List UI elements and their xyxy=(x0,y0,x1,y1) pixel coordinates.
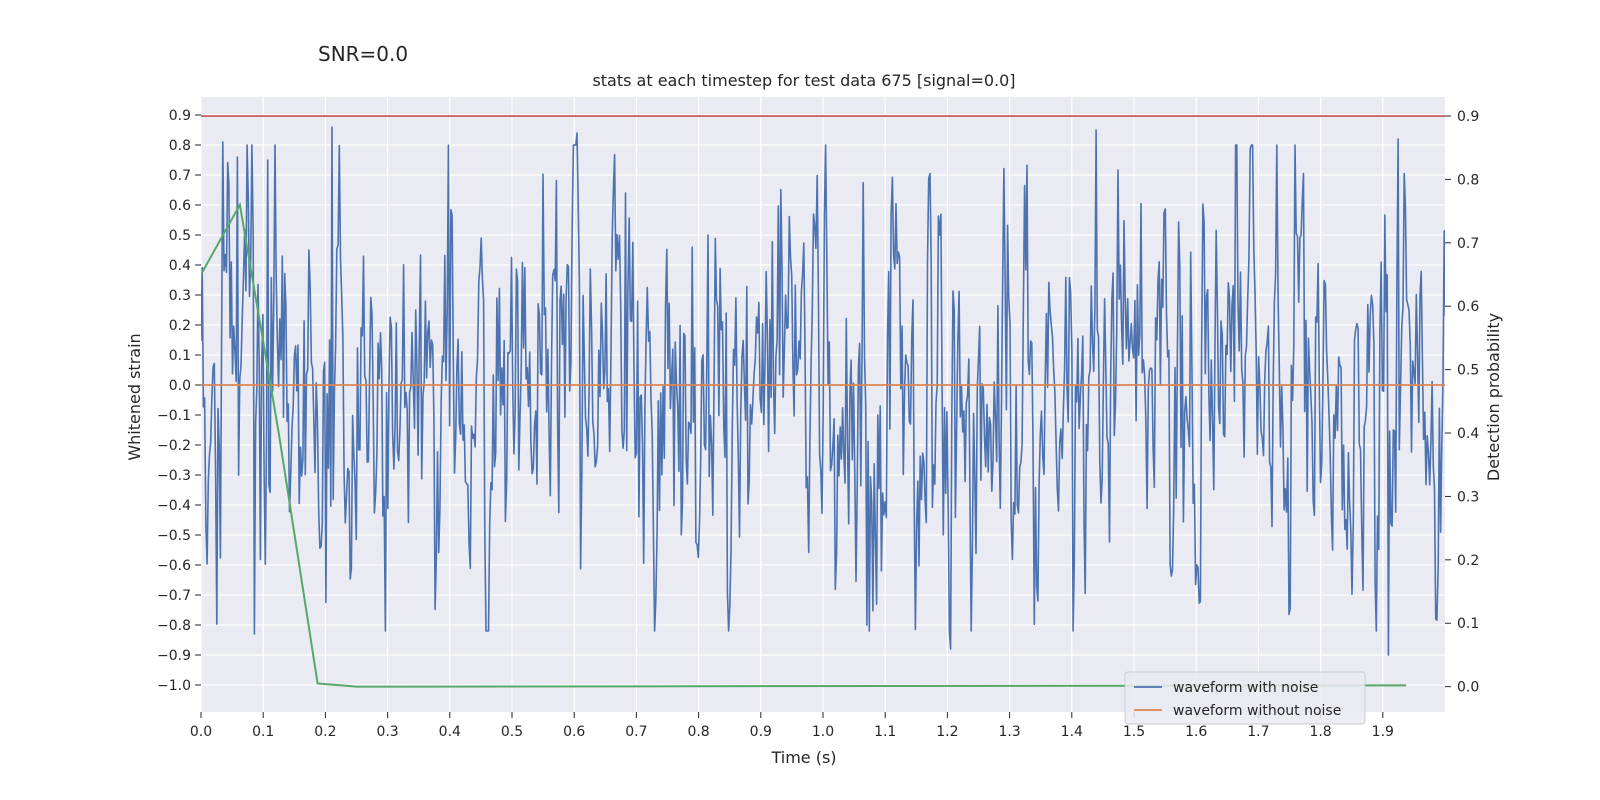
x-tick-label: 0.6 xyxy=(563,724,585,740)
y-tick-label: −0.7 xyxy=(157,588,191,604)
series-waveform-with-noise xyxy=(201,126,1445,656)
legend-entry: waveform without noise xyxy=(1173,703,1341,719)
x-tick-label: 1.3 xyxy=(998,724,1020,740)
y-tick-label: 0.9 xyxy=(169,108,191,124)
y2-tick-label: 0.6 xyxy=(1457,299,1479,315)
y-tick-label: 0.4 xyxy=(169,258,191,274)
x-tick-label: 1.0 xyxy=(812,724,834,740)
x-tick-label: 1.1 xyxy=(874,724,896,740)
x-axis-label: Time (s) xyxy=(770,748,836,767)
y-tick-label: 0.0 xyxy=(169,378,191,394)
y-tick-label: −1.0 xyxy=(157,678,191,694)
x-tick-label: 0.5 xyxy=(501,724,523,740)
y2-tick-label: 0.5 xyxy=(1457,363,1479,379)
x-tick-label: 1.2 xyxy=(936,724,958,740)
series-detection-probability xyxy=(201,201,1407,688)
y2-tick-label: 0.2 xyxy=(1457,553,1479,569)
y-tick-label: −0.2 xyxy=(157,438,191,454)
x-tick-label: 0.4 xyxy=(439,724,461,740)
snr-label: SNR=0.0 xyxy=(318,42,408,66)
plot-series xyxy=(201,115,1445,688)
x-tick-label: 0.3 xyxy=(376,724,398,740)
y2-tick-label: 0.8 xyxy=(1457,172,1479,188)
y2-tick-label: 0.0 xyxy=(1457,680,1479,696)
x-tick-label: 0.9 xyxy=(750,724,772,740)
y-tick-label: 0.3 xyxy=(169,288,191,304)
x-tick-label: 0.8 xyxy=(687,724,709,740)
y2-tick-label: 0.4 xyxy=(1457,426,1479,442)
y-tick-label: −0.8 xyxy=(157,618,191,634)
x-axis: 0.0 0.1 0.2 0.3 0.4 0.5 0.6 0.7 0.8 0.9 1.0 1.1 1.2 1… xyxy=(190,712,1394,740)
y2-tick-label: 0.9 xyxy=(1457,109,1479,125)
x-tick-label: 1.6 xyxy=(1185,724,1207,740)
x-tick-label: 0.1 xyxy=(252,724,274,740)
y2-axis-label: Detection probability xyxy=(1484,313,1503,481)
x-tick-label: 0.7 xyxy=(625,724,647,740)
left-y-axis: 0.9 0.8 0.7 0.6 0.5 0.4 0.3 0.2 0.1 0.0 −0.1 −0.2 −0… xyxy=(157,108,201,694)
y-tick-label: 0.6 xyxy=(169,198,191,214)
x-tick-label: 1.5 xyxy=(1123,724,1145,740)
x-tick-label: 1.7 xyxy=(1247,724,1269,740)
y2-tick-label: 0.1 xyxy=(1457,616,1479,632)
legend: waveform with noise waveform without nois… xyxy=(1124,671,1366,725)
x-tick-label: 1.4 xyxy=(1061,724,1083,740)
y-tick-label: −0.1 xyxy=(157,408,191,424)
x-tick-label: 0.2 xyxy=(314,724,336,740)
y-tick-label: −0.5 xyxy=(157,528,191,544)
y-tick-label: 0.8 xyxy=(169,138,191,154)
legend-box xyxy=(1124,671,1366,725)
y-tick-label: 0.7 xyxy=(169,168,191,184)
y-tick-label: 0.5 xyxy=(169,228,191,244)
x-tick-label: 1.8 xyxy=(1309,724,1331,740)
y2-tick-label: 0.7 xyxy=(1457,236,1479,252)
y-tick-label: −0.6 xyxy=(157,558,191,574)
y-tick-label: −0.4 xyxy=(157,498,191,514)
y2-tick-label: 0.3 xyxy=(1457,489,1479,505)
y-tick-label: −0.9 xyxy=(157,648,191,664)
x-tick-label: 0.0 xyxy=(190,724,212,740)
legend-entry: waveform with noise xyxy=(1173,680,1318,696)
y-axis-label: Whitened strain xyxy=(125,333,144,460)
right-y-axis: 0.9 0.8 0.7 0.6 0.5 0.4 0.3 0.2 0.1 0.0 xyxy=(1445,109,1479,696)
chart-title: stats at each timestep for test data 675… xyxy=(592,71,1015,90)
x-tick-label: 1.9 xyxy=(1372,724,1394,740)
y-tick-label: −0.3 xyxy=(157,468,191,484)
y-tick-label: 0.1 xyxy=(169,348,191,364)
y-tick-label: 0.2 xyxy=(169,318,191,334)
